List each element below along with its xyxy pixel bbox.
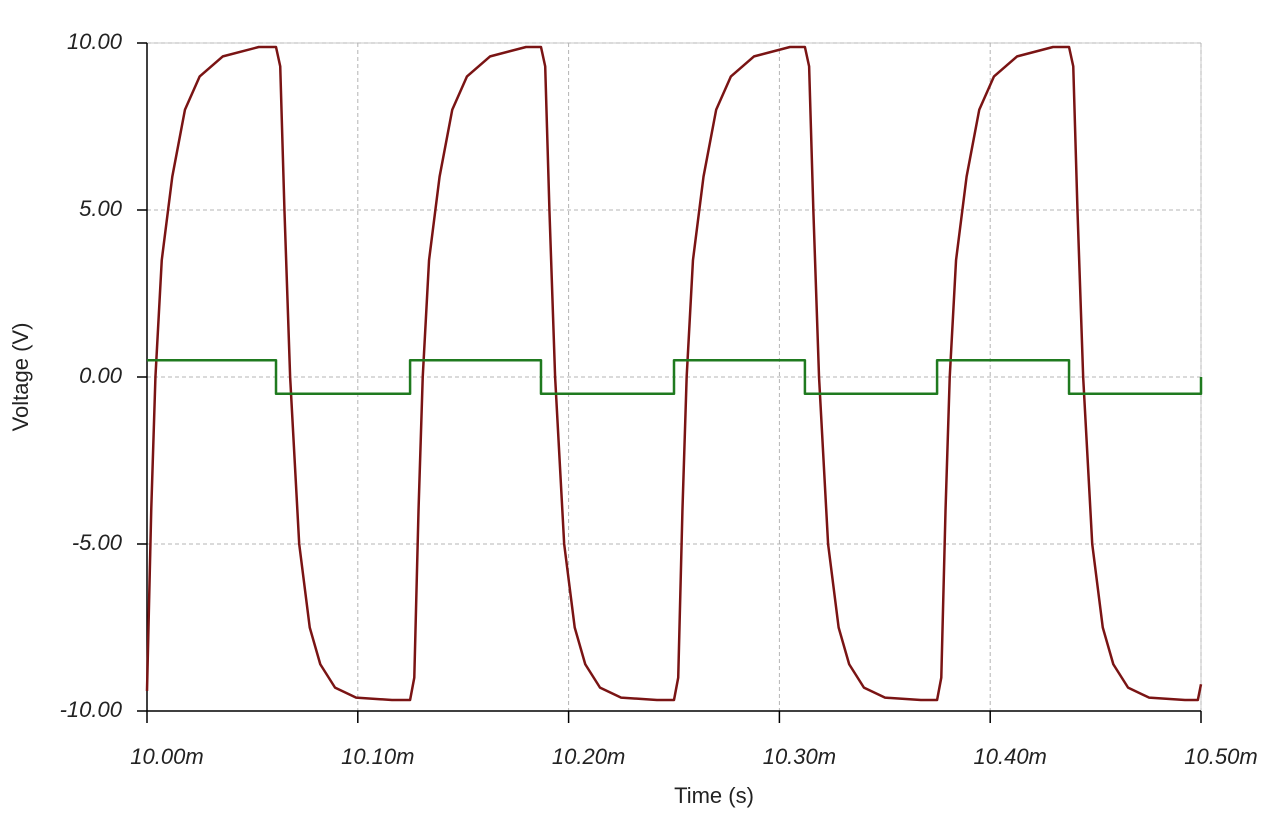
series-line <box>145 45 1203 702</box>
x-tick-label: 10.10m <box>341 744 414 769</box>
y-tick-label: -5.00 <box>72 530 123 555</box>
y-tick-label: 5.00 <box>79 196 123 221</box>
y-axis-label: Voltage (V) <box>8 323 33 432</box>
x-tick-label: 10.20m <box>552 744 625 769</box>
x-tick-label: 10.50m <box>1184 744 1257 769</box>
x-tick-label: 10.40m <box>974 744 1047 769</box>
y-tick-label: -10.00 <box>60 697 123 722</box>
x-tick-label: 10.00m <box>130 744 203 769</box>
y-tick-label: 10.00 <box>67 29 123 54</box>
series-line <box>147 359 1203 395</box>
x-axis-label: Time (s) <box>674 783 754 808</box>
y-tick-label: 0.00 <box>79 363 123 388</box>
x-tick-label: 10.30m <box>763 744 836 769</box>
